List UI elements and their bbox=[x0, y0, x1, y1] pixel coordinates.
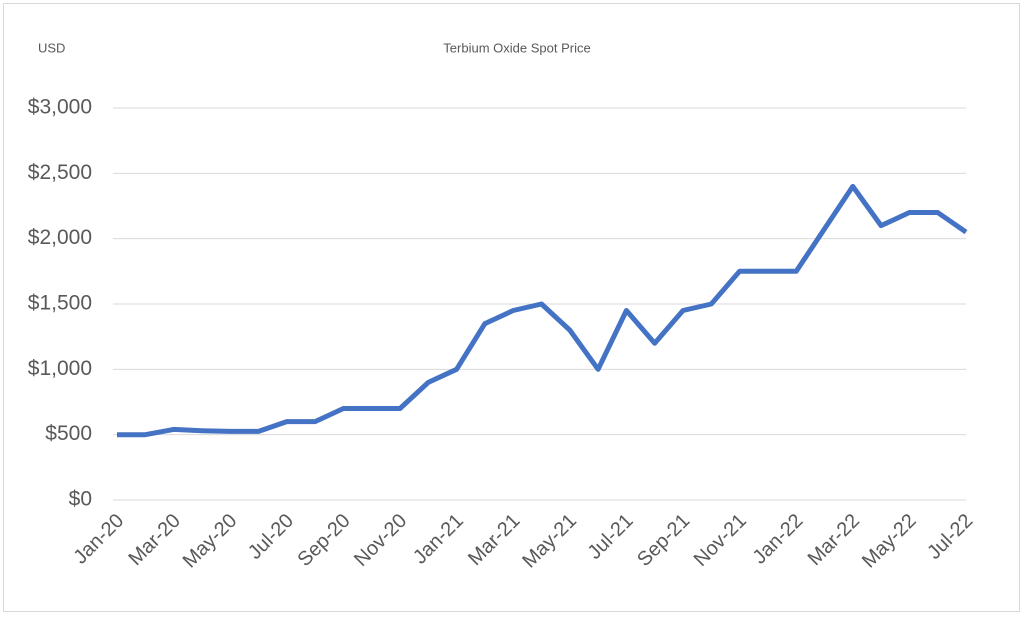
y-tick-label: $0 bbox=[69, 488, 92, 511]
chart-title: Terbium Oxide Spot Price bbox=[443, 40, 590, 55]
y-tick-label: $1,000 bbox=[28, 357, 92, 380]
y-tick-label: $2,500 bbox=[28, 161, 92, 184]
line-series bbox=[117, 183, 968, 438]
y-tick-label: $1,500 bbox=[28, 292, 92, 315]
y-axis-label: USD bbox=[38, 40, 65, 55]
y-tick-label: $3,000 bbox=[28, 96, 92, 119]
chart-border bbox=[3, 3, 1020, 612]
y-tick-label: $500 bbox=[45, 422, 92, 445]
y-tick-label: $2,000 bbox=[28, 226, 92, 249]
